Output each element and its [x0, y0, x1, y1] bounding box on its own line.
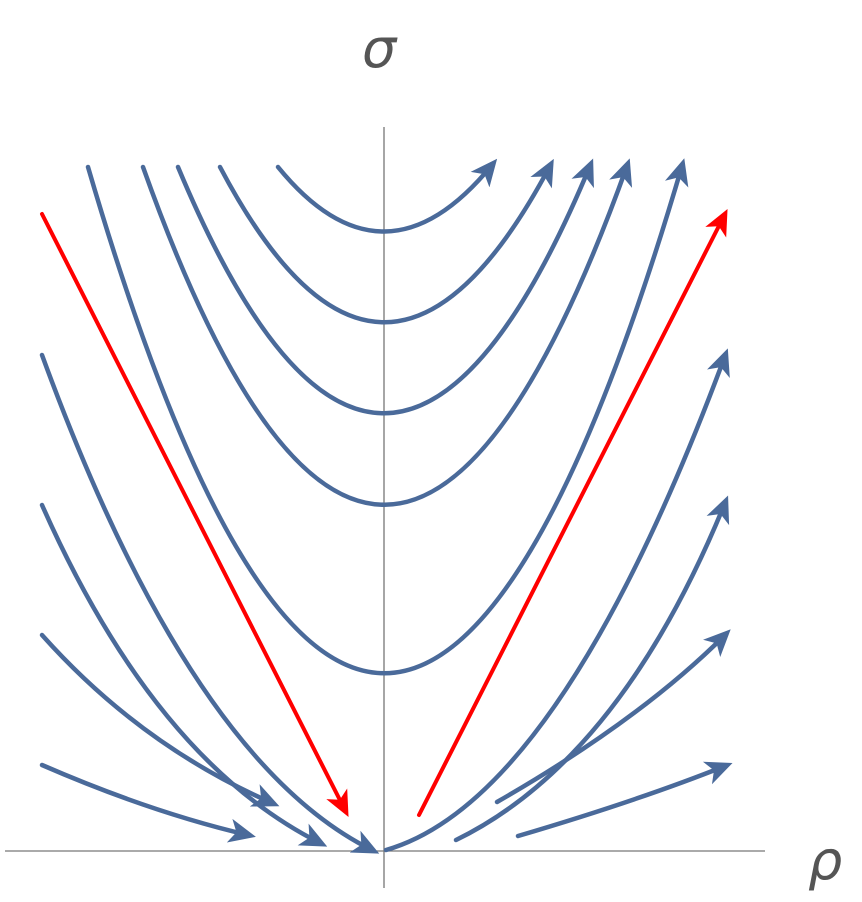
trajectory-top: [275, 158, 498, 234]
incoming-trajectory-4: [39, 762, 256, 843]
outgoing-trajectory-3: [494, 629, 731, 805]
y-axis-label: σ: [362, 17, 397, 80]
separatrix-outgoing: [417, 209, 728, 817]
trajectory-2: [217, 158, 554, 325]
incoming-trajectory-3: [39, 632, 280, 807]
trajectory-4: [140, 158, 633, 507]
outgoing-trajectory-1: [383, 348, 730, 853]
x-axis-label: ρ: [808, 829, 843, 892]
outgoing-trajectory-4: [515, 761, 733, 839]
incoming-trajectory-1: [39, 352, 380, 854]
separatrix-incoming: [40, 212, 349, 817]
incoming-trajectory-2: [39, 502, 328, 847]
trajectory-5: [85, 158, 689, 676]
outgoing-trajectory-2: [453, 495, 730, 843]
trajectory-3: [175, 158, 594, 416]
